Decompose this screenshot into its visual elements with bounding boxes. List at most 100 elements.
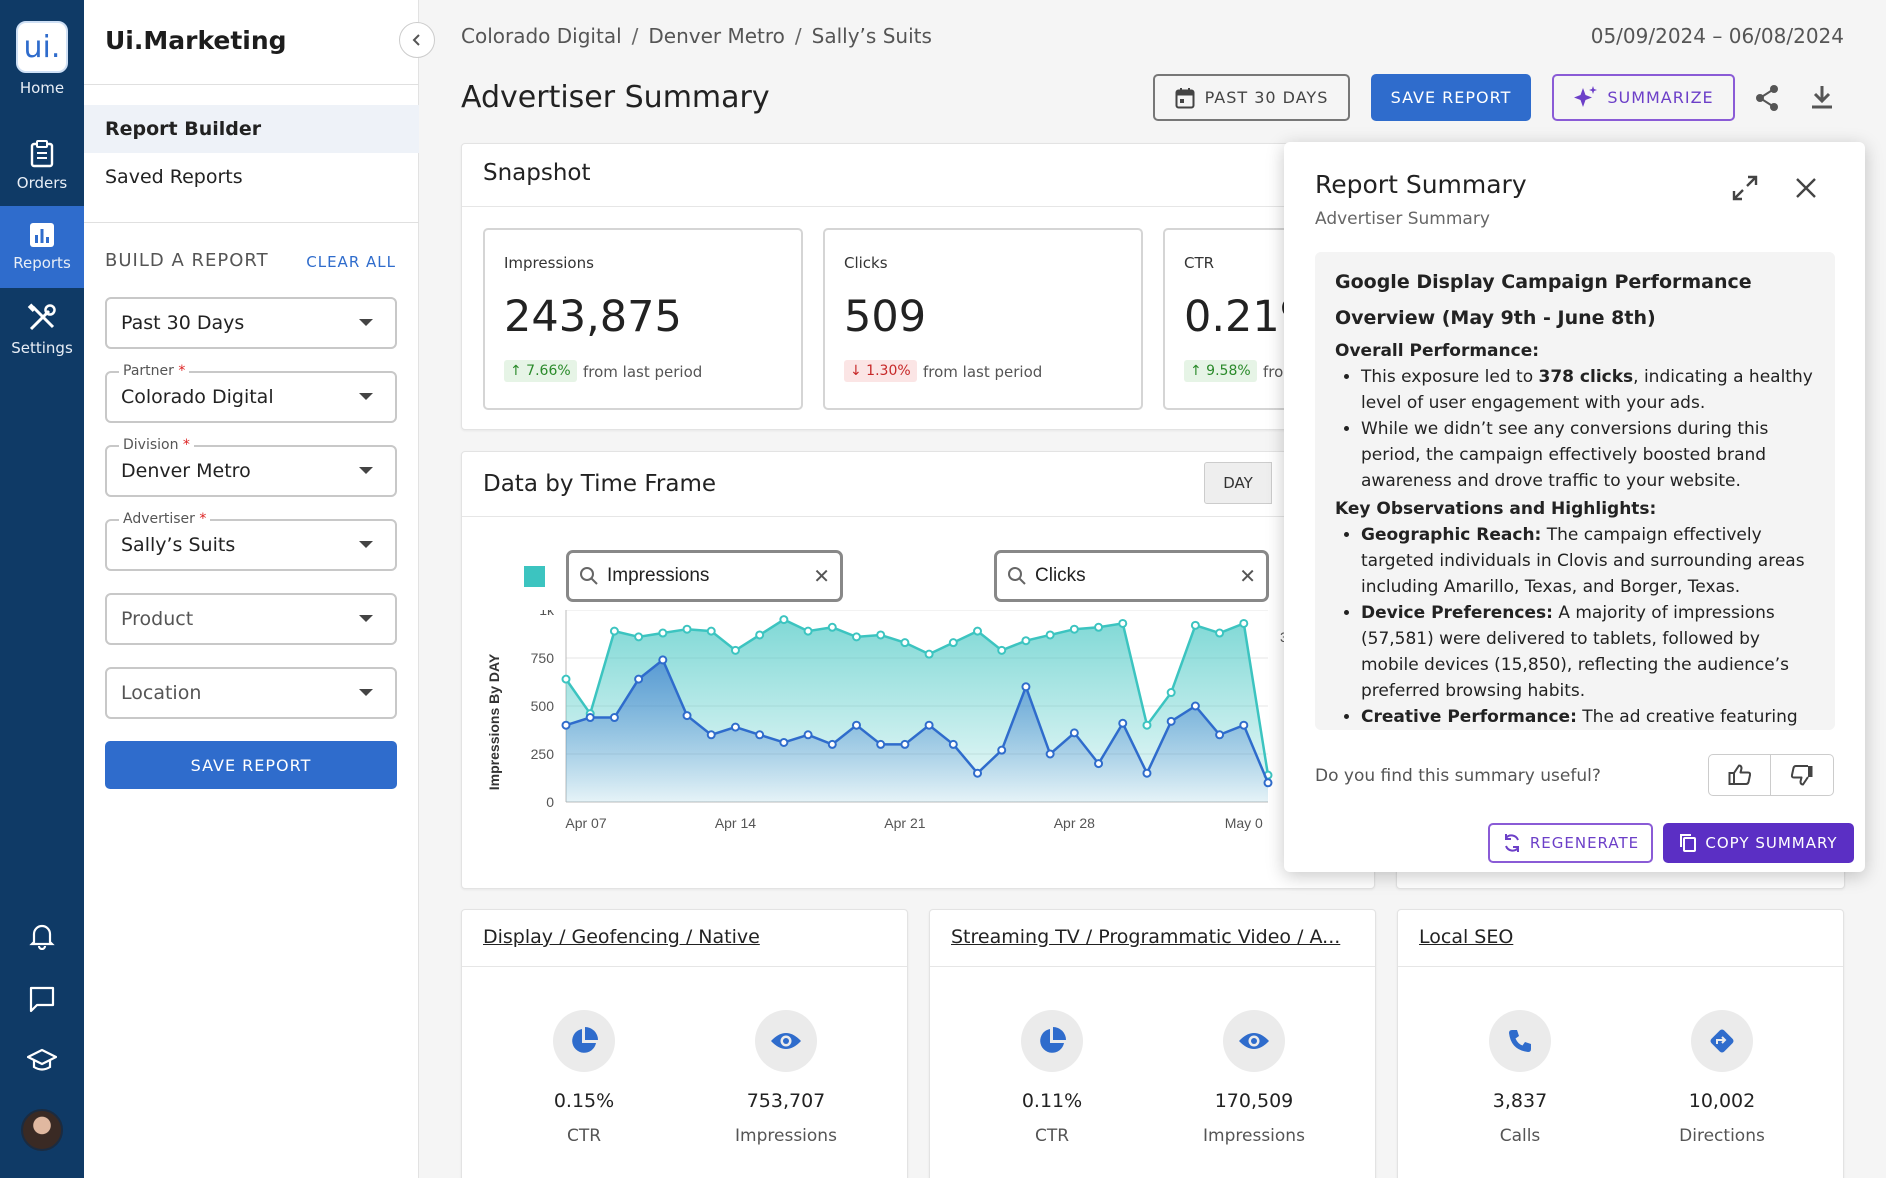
data-point[interactable] xyxy=(682,711,692,721)
data-point[interactable] xyxy=(561,674,571,684)
data-point[interactable] xyxy=(851,632,861,642)
clear-impressions-icon[interactable]: ✕ xyxy=(813,566,830,588)
share-button[interactable] xyxy=(1754,84,1780,116)
rail-settings[interactable]: Settings xyxy=(0,290,84,370)
data-point[interactable] xyxy=(948,638,958,648)
data-point[interactable] xyxy=(1215,628,1225,638)
impressions-metric-chip[interactable]: Impressions ✕ xyxy=(566,550,843,602)
division-select[interactable]: Division * Denver Metro xyxy=(105,437,397,497)
data-point[interactable] xyxy=(585,713,595,723)
location-select[interactable]: Location xyxy=(105,667,397,719)
data-point[interactable] xyxy=(609,626,619,636)
streaming-card-title[interactable]: Streaming TV / Programmatic Video / A... xyxy=(951,926,1341,948)
data-point[interactable] xyxy=(851,720,861,730)
data-point[interactable] xyxy=(997,645,1007,655)
data-point[interactable] xyxy=(924,720,934,730)
local-seo-card-title[interactable]: Local SEO xyxy=(1419,926,1514,948)
data-point[interactable] xyxy=(658,655,668,665)
nav-saved-reports[interactable]: Saved Reports xyxy=(105,166,243,188)
close-panel-button[interactable] xyxy=(1794,176,1818,204)
data-point[interactable] xyxy=(876,630,886,640)
data-point[interactable] xyxy=(1045,630,1055,640)
data-point[interactable] xyxy=(948,739,958,749)
data-point[interactable] xyxy=(1190,701,1200,711)
data-point[interactable] xyxy=(1142,768,1152,778)
data-point[interactable] xyxy=(730,722,740,732)
data-point[interactable] xyxy=(1021,682,1031,692)
rail-orders[interactable]: Orders xyxy=(0,126,84,206)
data-point[interactable] xyxy=(803,730,813,740)
data-point[interactable] xyxy=(1239,720,1249,730)
date-range-button[interactable]: PAST 30 DAYS xyxy=(1153,74,1350,121)
data-point[interactable] xyxy=(1094,759,1104,769)
thumbs-up-button[interactable] xyxy=(1708,754,1771,796)
data-point[interactable] xyxy=(1021,636,1031,646)
data-point[interactable] xyxy=(634,674,644,684)
data-point[interactable] xyxy=(682,624,692,634)
data-point[interactable] xyxy=(900,638,910,648)
regenerate-button[interactable]: REGENERATE xyxy=(1488,823,1653,863)
data-point[interactable] xyxy=(1118,718,1128,728)
day-toggle-button[interactable]: DAY xyxy=(1204,462,1272,504)
clicks-metric-chip[interactable]: Clicks ✕ xyxy=(994,550,1269,602)
data-point[interactable] xyxy=(706,626,716,636)
expand-button[interactable] xyxy=(1731,174,1759,206)
thumbs-down-button[interactable] xyxy=(1771,754,1834,796)
data-point[interactable] xyxy=(973,626,983,636)
partner-select[interactable]: Partner * Colorado Digital xyxy=(105,363,397,423)
advertiser-select[interactable]: Advertiser * Sally’s Suits xyxy=(105,511,397,571)
data-point[interactable] xyxy=(1263,778,1273,788)
collapse-sidebar-button[interactable] xyxy=(399,22,435,58)
timeframe-select[interactable]: Past 30 Days xyxy=(105,297,397,349)
data-point[interactable] xyxy=(1166,688,1176,698)
sidebar-save-report-button[interactable]: SAVE REPORT xyxy=(105,741,397,789)
breadcrumb-partner[interactable]: Colorado Digital xyxy=(461,24,622,48)
data-point[interactable] xyxy=(755,730,765,740)
data-point[interactable] xyxy=(634,632,644,642)
user-avatar[interactable] xyxy=(21,1109,63,1151)
product-select[interactable]: Product xyxy=(105,593,397,645)
summarize-button[interactable]: SUMMARIZE xyxy=(1552,74,1735,121)
data-point[interactable] xyxy=(706,730,716,740)
data-point[interactable] xyxy=(1069,728,1079,738)
data-point[interactable] xyxy=(755,630,765,640)
breadcrumb-division[interactable]: Denver Metro xyxy=(648,24,785,48)
data-point[interactable] xyxy=(997,745,1007,755)
data-point[interactable] xyxy=(803,626,813,636)
data-point[interactable] xyxy=(1069,624,1079,634)
series-color-swatch[interactable] xyxy=(524,566,545,587)
data-point[interactable] xyxy=(658,628,668,638)
data-point[interactable] xyxy=(900,739,910,749)
nav-report-builder[interactable]: Report Builder xyxy=(84,105,419,153)
display-card-title[interactable]: Display / Geofencing / Native xyxy=(483,926,760,948)
data-point[interactable] xyxy=(1190,620,1200,630)
data-point[interactable] xyxy=(1142,720,1152,730)
data-point[interactable] xyxy=(1118,618,1128,628)
data-point[interactable] xyxy=(973,768,983,778)
download-button[interactable] xyxy=(1810,84,1834,114)
breadcrumb-advertiser[interactable]: Sally’s Suits xyxy=(811,24,932,48)
data-point[interactable] xyxy=(1239,618,1249,628)
copy-summary-button[interactable]: COPY SUMMARY xyxy=(1663,823,1854,863)
data-point[interactable] xyxy=(1094,622,1104,632)
data-point[interactable] xyxy=(827,622,837,632)
messages-button[interactable] xyxy=(0,985,84,1013)
data-point[interactable] xyxy=(827,739,837,749)
data-point[interactable] xyxy=(1166,716,1176,726)
data-point[interactable] xyxy=(924,649,934,659)
clear-all-button[interactable]: CLEAR ALL xyxy=(306,253,396,271)
data-point[interactable] xyxy=(609,713,619,723)
data-point[interactable] xyxy=(779,615,789,625)
notifications-button[interactable] xyxy=(0,922,84,950)
data-point[interactable] xyxy=(561,720,571,730)
rail-reports[interactable]: Reports xyxy=(0,206,84,288)
data-point[interactable] xyxy=(1045,749,1055,759)
data-point[interactable] xyxy=(779,737,789,747)
rail-home[interactable]: ui. Home xyxy=(0,10,84,108)
learning-button[interactable] xyxy=(0,1048,84,1074)
data-point[interactable] xyxy=(1215,730,1225,740)
data-point[interactable] xyxy=(876,739,886,749)
save-report-button[interactable]: SAVE REPORT xyxy=(1371,74,1531,121)
clear-clicks-icon[interactable]: ✕ xyxy=(1239,566,1256,588)
data-point[interactable] xyxy=(730,645,740,655)
